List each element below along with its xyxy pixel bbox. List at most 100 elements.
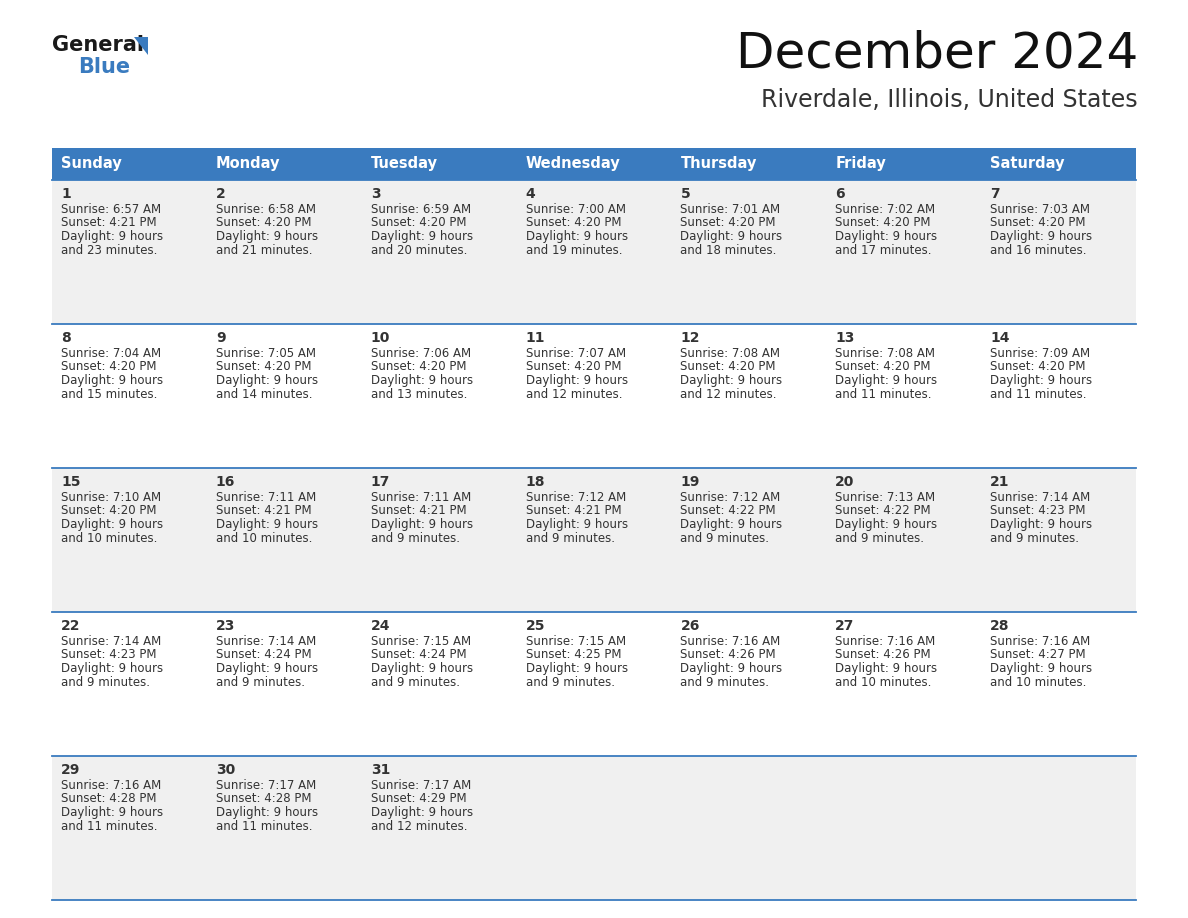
Bar — [52, 756, 207, 900]
Text: Daylight: 9 hours: Daylight: 9 hours — [525, 662, 627, 675]
Text: and 23 minutes.: and 23 minutes. — [61, 243, 157, 256]
Text: 23: 23 — [216, 619, 235, 633]
Text: Sunrise: 7:01 AM: Sunrise: 7:01 AM — [681, 203, 781, 216]
Bar — [207, 324, 361, 468]
Text: Daylight: 9 hours: Daylight: 9 hours — [990, 374, 1092, 387]
Text: Sunset: 4:23 PM: Sunset: 4:23 PM — [990, 505, 1086, 518]
Text: and 12 minutes.: and 12 minutes. — [681, 387, 777, 400]
Text: and 9 minutes.: and 9 minutes. — [835, 532, 924, 544]
Text: Daylight: 9 hours: Daylight: 9 hours — [990, 230, 1092, 243]
Text: Daylight: 9 hours: Daylight: 9 hours — [835, 374, 937, 387]
Text: and 20 minutes.: and 20 minutes. — [371, 243, 467, 256]
Text: Daylight: 9 hours: Daylight: 9 hours — [61, 374, 163, 387]
Text: Tuesday: Tuesday — [371, 156, 437, 171]
Text: Sunrise: 7:15 AM: Sunrise: 7:15 AM — [371, 635, 470, 648]
Bar — [517, 468, 671, 612]
Text: Riverdale, Illinois, United States: Riverdale, Illinois, United States — [762, 88, 1138, 112]
Text: and 9 minutes.: and 9 minutes. — [371, 676, 460, 688]
Bar — [207, 180, 361, 324]
Polygon shape — [134, 37, 148, 55]
Text: and 9 minutes.: and 9 minutes. — [990, 532, 1079, 544]
Bar — [827, 324, 981, 468]
Bar — [981, 468, 1136, 612]
Text: Daylight: 9 hours: Daylight: 9 hours — [835, 518, 937, 531]
Text: Daylight: 9 hours: Daylight: 9 hours — [61, 230, 163, 243]
Bar — [361, 612, 517, 756]
Text: and 11 minutes.: and 11 minutes. — [61, 820, 158, 833]
Text: Sunset: 4:28 PM: Sunset: 4:28 PM — [216, 792, 311, 805]
Text: Sunset: 4:21 PM: Sunset: 4:21 PM — [216, 505, 311, 518]
Text: and 15 minutes.: and 15 minutes. — [61, 387, 157, 400]
Bar — [361, 148, 517, 180]
Text: Thursday: Thursday — [681, 156, 757, 171]
Text: Daylight: 9 hours: Daylight: 9 hours — [61, 662, 163, 675]
Text: Daylight: 9 hours: Daylight: 9 hours — [61, 806, 163, 819]
Text: Sunset: 4:20 PM: Sunset: 4:20 PM — [371, 217, 466, 230]
Text: and 13 minutes.: and 13 minutes. — [371, 387, 467, 400]
Text: December 2024: December 2024 — [735, 30, 1138, 78]
Text: Sunset: 4:21 PM: Sunset: 4:21 PM — [525, 505, 621, 518]
Text: 15: 15 — [61, 475, 81, 489]
Text: Sunrise: 6:59 AM: Sunrise: 6:59 AM — [371, 203, 470, 216]
Bar — [671, 612, 827, 756]
Text: 22: 22 — [61, 619, 81, 633]
Text: Sunset: 4:20 PM: Sunset: 4:20 PM — [371, 361, 466, 374]
Text: 21: 21 — [990, 475, 1010, 489]
Text: Daylight: 9 hours: Daylight: 9 hours — [371, 662, 473, 675]
Text: and 9 minutes.: and 9 minutes. — [61, 676, 150, 688]
Bar — [671, 324, 827, 468]
Text: Sunrise: 7:06 AM: Sunrise: 7:06 AM — [371, 347, 470, 360]
Text: Daylight: 9 hours: Daylight: 9 hours — [371, 230, 473, 243]
Bar — [827, 468, 981, 612]
Text: and 11 minutes.: and 11 minutes. — [216, 820, 312, 833]
Text: Daylight: 9 hours: Daylight: 9 hours — [681, 662, 783, 675]
Text: Sunset: 4:20 PM: Sunset: 4:20 PM — [216, 217, 311, 230]
Text: 8: 8 — [61, 331, 71, 345]
Text: 17: 17 — [371, 475, 390, 489]
Bar — [671, 180, 827, 324]
Text: and 9 minutes.: and 9 minutes. — [216, 676, 305, 688]
Text: and 11 minutes.: and 11 minutes. — [990, 387, 1087, 400]
Text: Sunset: 4:26 PM: Sunset: 4:26 PM — [681, 648, 776, 662]
Text: and 14 minutes.: and 14 minutes. — [216, 387, 312, 400]
Text: Sunset: 4:20 PM: Sunset: 4:20 PM — [216, 361, 311, 374]
Bar — [52, 324, 207, 468]
Text: and 10 minutes.: and 10 minutes. — [835, 676, 931, 688]
Text: Sunset: 4:27 PM: Sunset: 4:27 PM — [990, 648, 1086, 662]
Bar — [827, 756, 981, 900]
Text: Daylight: 9 hours: Daylight: 9 hours — [371, 374, 473, 387]
Text: 6: 6 — [835, 187, 845, 201]
Bar — [981, 324, 1136, 468]
Text: Blue: Blue — [78, 57, 131, 77]
Text: Sunrise: 7:14 AM: Sunrise: 7:14 AM — [61, 635, 162, 648]
Text: Daylight: 9 hours: Daylight: 9 hours — [835, 230, 937, 243]
Text: and 9 minutes.: and 9 minutes. — [371, 532, 460, 544]
Text: Sunrise: 7:16 AM: Sunrise: 7:16 AM — [681, 635, 781, 648]
Text: Sunrise: 7:12 AM: Sunrise: 7:12 AM — [525, 491, 626, 504]
Text: Sunrise: 7:14 AM: Sunrise: 7:14 AM — [990, 491, 1091, 504]
Text: Sunset: 4:26 PM: Sunset: 4:26 PM — [835, 648, 931, 662]
Text: Sunrise: 6:58 AM: Sunrise: 6:58 AM — [216, 203, 316, 216]
Text: and 17 minutes.: and 17 minutes. — [835, 243, 931, 256]
Text: Sunset: 4:20 PM: Sunset: 4:20 PM — [61, 361, 157, 374]
Text: Daylight: 9 hours: Daylight: 9 hours — [216, 518, 318, 531]
Text: 26: 26 — [681, 619, 700, 633]
Text: Sunrise: 7:09 AM: Sunrise: 7:09 AM — [990, 347, 1091, 360]
Text: Sunrise: 7:12 AM: Sunrise: 7:12 AM — [681, 491, 781, 504]
Text: and 9 minutes.: and 9 minutes. — [525, 676, 614, 688]
Text: Sunset: 4:23 PM: Sunset: 4:23 PM — [61, 648, 157, 662]
Text: and 19 minutes.: and 19 minutes. — [525, 243, 623, 256]
Text: Wednesday: Wednesday — [525, 156, 620, 171]
Text: Sunset: 4:20 PM: Sunset: 4:20 PM — [525, 217, 621, 230]
Text: Sunrise: 7:08 AM: Sunrise: 7:08 AM — [835, 347, 935, 360]
Text: 24: 24 — [371, 619, 390, 633]
Text: Daylight: 9 hours: Daylight: 9 hours — [525, 374, 627, 387]
Bar — [52, 180, 207, 324]
Text: Daylight: 9 hours: Daylight: 9 hours — [371, 806, 473, 819]
Text: Sunrise: 7:17 AM: Sunrise: 7:17 AM — [216, 779, 316, 792]
Bar — [827, 148, 981, 180]
Text: 28: 28 — [990, 619, 1010, 633]
Bar — [827, 612, 981, 756]
Bar — [517, 612, 671, 756]
Text: 27: 27 — [835, 619, 854, 633]
